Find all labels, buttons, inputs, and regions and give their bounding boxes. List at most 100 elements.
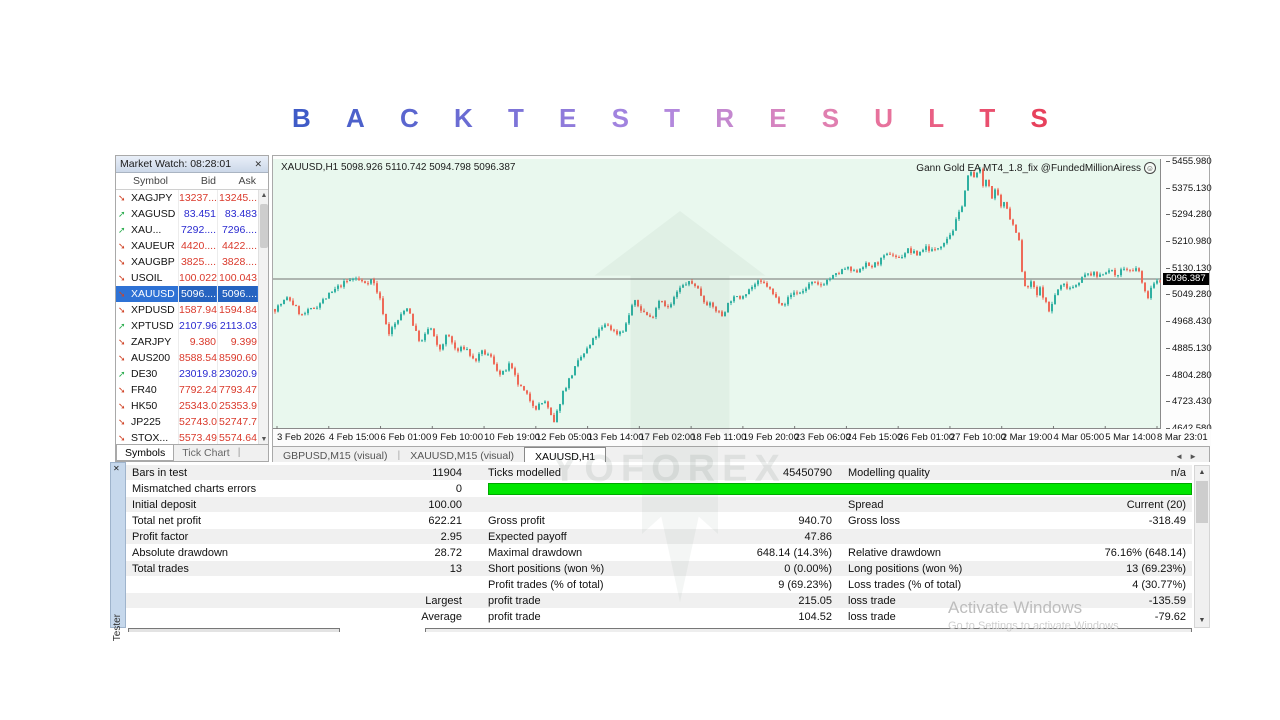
market-watch-row-xptusd[interactable]: ➚ XPTUSD 2107.96 2113.03 (116, 318, 259, 334)
tester-vertical-label: Tester (112, 613, 123, 641)
down-arrow-icon: ➘ (118, 337, 126, 347)
result-value: Current (20) (1126, 499, 1186, 511)
market-watch-row-xpdusd[interactable]: ➘ XPDUSD 1587.94 1594.84 (116, 302, 259, 318)
result-label: Long positions (won %) (848, 563, 963, 575)
market-watch-panel: Market Watch: 08:28:01 ✕ Symbol Bid Ask … (115, 155, 269, 462)
column-ask[interactable]: Ask (238, 175, 256, 187)
price-tick-label: 5455.980 (1166, 156, 1212, 167)
tab-left-icon[interactable]: ◄ (1175, 452, 1190, 461)
smiley-icon[interactable]: ☺ (1144, 162, 1156, 174)
bid-value: 2107.96 (178, 318, 217, 334)
title-letter: L (928, 103, 945, 133)
bid-value: 4420.... (178, 238, 216, 254)
chart-plot[interactable]: XAUUSD,H1 5098.926 5110.742 5094.798 509… (273, 159, 1161, 429)
market-watch-row-de30[interactable]: ➚ DE30 23019.8 23020.9 (116, 366, 259, 382)
result-value: 76.16% (648.14) (1104, 547, 1186, 559)
down-arrow-icon: ➘ (118, 353, 126, 363)
result-value: 104.52 (798, 611, 832, 623)
title-letter: E (559, 103, 577, 133)
market-watch-tab-tick-chart[interactable]: Tick Chart (182, 447, 230, 459)
chart-ohlc-info: XAUUSD,H1 5098.926 5110.742 5094.798 509… (281, 162, 516, 173)
market-watch-row-stox[interactable]: ➘ STOX... 5573.49 5574.64 (116, 430, 259, 446)
time-tick-label: 9 Feb 10:00 (432, 432, 483, 443)
market-watch-row-xauusd[interactable]: ➘ XAUUSD 5096.... 5096.... (116, 286, 259, 302)
title-letter: T (979, 103, 996, 133)
ask-value: 7793.47 (217, 382, 257, 398)
tab-scroll-arrows[interactable]: ◄► (1175, 452, 1203, 461)
market-watch-row-xau[interactable]: ➚ XAU... 7292.... 7296.... (116, 222, 259, 238)
scroll-down-icon[interactable]: ▼ (260, 436, 268, 443)
market-watch-row-zarjpy[interactable]: ➘ ZARJPY 9.380 9.399 (116, 334, 259, 350)
ask-value: 25353.9 (217, 398, 257, 414)
result-label: Ticks modelled (488, 467, 561, 479)
time-tick-label: 18 Feb 11:00 (691, 432, 747, 443)
results-row: Profit factor 2.95 Expected payoff 47.86 (126, 529, 1192, 545)
result-label: Gross loss (848, 515, 900, 527)
result-label: Loss trades (% of total) (848, 579, 962, 591)
scroll-thumb[interactable] (1196, 481, 1208, 523)
symbol-name: XPDUSD (131, 304, 175, 316)
market-watch-row-fr40[interactable]: ➘ FR40 7792.24 7793.47 (116, 382, 259, 398)
result-value: -135.59 (1148, 595, 1186, 607)
tester-panel: ✕ Tester Bars in test 11904 Ticks modelled… (110, 462, 1210, 641)
result-value: 0 (455, 483, 462, 495)
market-watch-row-usoil[interactable]: ➘ USOIL 100.022 100.043 (116, 270, 259, 286)
bid-value: 83.451 (178, 206, 216, 222)
chart-tab-bar: GBPUSD,M15 (visual) | XAUUSD,M15 (visual) X… (273, 446, 1209, 464)
ask-value: 1594.84 (217, 302, 257, 318)
result-label: Expected payoff (488, 531, 567, 543)
down-arrow-icon: ➘ (118, 401, 126, 411)
scroll-thumb[interactable] (260, 204, 268, 248)
result-value: 215.05 (798, 595, 832, 607)
ask-value: 5574.64 (217, 430, 257, 446)
result-label: Profit factor (132, 531, 189, 543)
market-watch-scrollbar[interactable]: ▲ ▼ (258, 190, 268, 446)
results-scrollbar[interactable]: ▲ ▼ (1194, 465, 1210, 628)
tab-separator: | (397, 449, 401, 461)
close-icon[interactable]: ✕ (113, 464, 120, 473)
title-letter: S (611, 103, 629, 133)
market-watch-row-xagjpy[interactable]: ➘ XAGJPY 13237... 13245... (116, 190, 259, 206)
result-label: Maximal drawdown (488, 547, 583, 559)
result-label: Gross profit (488, 515, 545, 527)
scroll-down-icon[interactable]: ▼ (1198, 617, 1206, 624)
cutoff-panel-fragment (425, 628, 1192, 632)
bid-value: 5573.49 (178, 430, 217, 446)
symbol-name: JP225 (131, 416, 161, 428)
result-label: Absolute drawdown (132, 547, 229, 559)
market-watch-row-hk50[interactable]: ➘ HK50 25343.0 25353.9 (116, 398, 259, 414)
market-watch-row-xaugbp[interactable]: ➘ XAUGBP 3825.... 3828.... (116, 254, 259, 270)
ask-value: 52747.7 (217, 414, 257, 430)
price-tick-label: 4804.280 (1166, 370, 1212, 381)
tab-right-icon[interactable]: ► (1189, 452, 1203, 461)
market-watch-tab-symbols[interactable]: Symbols (116, 445, 175, 461)
result-value: -318.49 (1148, 515, 1186, 527)
title-letter: S (1030, 103, 1048, 133)
ask-value: 7296.... (217, 222, 257, 238)
scroll-up-icon[interactable]: ▲ (260, 192, 268, 199)
column-bid[interactable]: Bid (200, 175, 216, 187)
market-watch-title: Market Watch: 08:28:01 (120, 158, 232, 170)
time-tick-label: 2 Mar 19:00 (1001, 432, 1053, 443)
scroll-up-icon[interactable]: ▲ (1198, 469, 1206, 476)
modelling-quality-bar (488, 483, 1192, 495)
ask-value: 5096.... (217, 286, 257, 302)
market-watch-row-jp225[interactable]: ➘ JP225 52743.0 52747.7 (116, 414, 259, 430)
column-symbol[interactable]: Symbol (133, 175, 169, 187)
chart-tab-xauusdm15visual[interactable]: XAUUSD,M15 (visual) (410, 450, 515, 462)
result-value: 100.00 (428, 499, 462, 511)
bid-value: 9.380 (178, 334, 216, 350)
result-label: profit trade (488, 611, 541, 623)
chart-tab-gbpusdm15visual[interactable]: GBPUSD,M15 (visual) (283, 450, 388, 462)
result-label: Initial deposit (132, 499, 197, 511)
symbol-name: XAUGBP (131, 256, 175, 268)
result-value: 9 (69.23%) (778, 579, 832, 591)
market-watch-row-aus200[interactable]: ➘ AUS200 8588.54 8590.60 (116, 350, 259, 366)
results-row: Total net profit 622.21 Gross profit 940.70… (126, 513, 1192, 529)
results-row: Total trades 13 Short positions (won %) 0 (… (126, 561, 1192, 577)
close-icon[interactable]: ✕ (254, 158, 262, 169)
market-watch-row-xaueur[interactable]: ➘ XAUEUR 4420.... 4422.... (116, 238, 259, 254)
results-row: Bars in test 11904 Ticks modelled 45450790 M… (126, 465, 1192, 481)
market-watch-row-xagusd[interactable]: ➚ XAGUSD 83.451 83.483 (116, 206, 259, 222)
price-tick-label: 4723.430 (1166, 396, 1212, 407)
